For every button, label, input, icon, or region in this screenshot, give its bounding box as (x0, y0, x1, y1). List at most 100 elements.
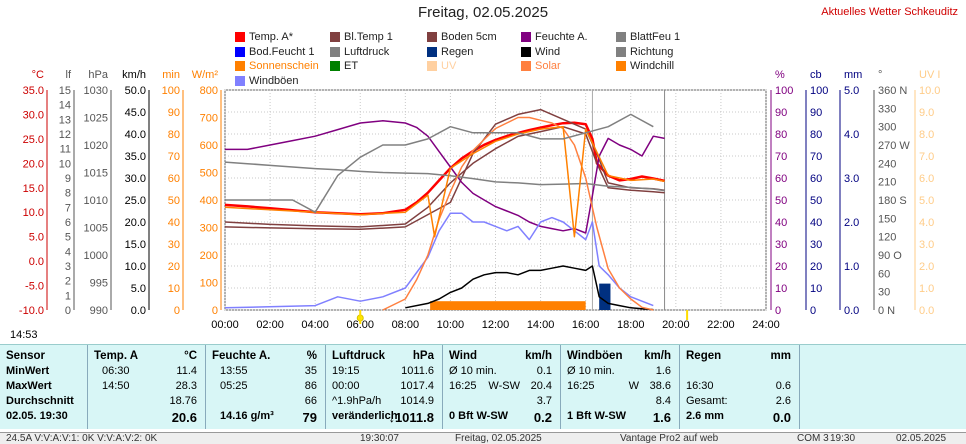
stats-cell-label: Ø 10 min. (567, 365, 615, 377)
legend-item: Regen (427, 46, 473, 58)
x-tick-label: 14:00 (527, 319, 555, 331)
legend-item: Luftdruck (330, 46, 389, 58)
stats-header: Wind (449, 350, 477, 362)
right-axis-tick: 20 (810, 261, 822, 273)
left-axis-tick: 60 (168, 173, 180, 185)
legend-swatch (330, 32, 340, 42)
stats-column: Regen mm 16:30 0.6 Gesamt: 2.6 2.6 mm 0.0 (680, 345, 800, 429)
stats-cell-value: 20.6 (171, 410, 197, 425)
legend-label: Solar (535, 60, 561, 72)
right-axis-unit: mm (844, 69, 862, 81)
status-field: 19:30:07 (360, 433, 399, 444)
right-axis-tick: 9.0 (919, 107, 934, 119)
series-line-2 (224, 108, 665, 231)
right-axis-tick: 70 (810, 151, 822, 163)
stats-header: Luftdruck (332, 350, 386, 362)
legend-item: BlattFeu 1 (616, 31, 680, 43)
status-field: 02.05.2025 (896, 433, 947, 444)
right-axis-tick: 30 (810, 239, 822, 251)
left-axis-tick: -5.0 (25, 281, 44, 293)
stats-cell-label: MinWert (6, 365, 50, 377)
right-axis-tick: 90 (810, 107, 822, 119)
stats-unit: hPa (412, 350, 434, 362)
left-axis-tick: 0.0 (131, 305, 146, 317)
stats-cell-value: 2.6 (775, 395, 791, 407)
right-axis-tick: 210 (878, 177, 896, 189)
stats-cell-label: Gesamt: (686, 395, 728, 407)
stats-cell-time: 00:00 (332, 380, 360, 392)
legend-item: Boden 5cm (427, 31, 497, 43)
left-axis-tick: 15 (59, 85, 71, 97)
legend-item: Bod.Feucht 1 (235, 46, 314, 58)
x-tick-label: 00:00 (211, 319, 239, 331)
left-axis-tick: 5 (65, 232, 71, 244)
left-axis-tick: 50.0 (125, 85, 146, 97)
right-axis-tick: 300 (878, 122, 896, 134)
stats-cell-value: 35 (304, 365, 317, 377)
left-axis-tick: 30 (168, 239, 180, 251)
left-axis-tick: 800 (200, 85, 218, 97)
left-axis-tick: 9 (65, 173, 71, 185)
right-axis-tick: 30 (775, 239, 787, 251)
status-field: Freitag, 02.05.2025 (455, 433, 542, 444)
stats-unit: °C (184, 350, 197, 362)
chart-title: Freitag, 02.05.2025 (417, 4, 549, 21)
left-axis-tick: 12 (59, 129, 71, 141)
right-axis-tick: 5.0 (919, 195, 934, 207)
stats-cell-value: 1.6 (655, 365, 671, 377)
stats-column: Feuchte A.% 13:55 35 05:25 86 66 14.16 g/m³ 79 (206, 345, 326, 429)
stats-header: Sensor (6, 350, 45, 362)
stats-unit: km/h (644, 350, 671, 362)
right-axis-tick: 3.0 (844, 173, 859, 185)
legend-label: ET (344, 60, 359, 72)
right-axis-tick: 0 N (878, 305, 895, 317)
stats-unit: mm (770, 350, 791, 362)
stats-cell-time: 05:25 (220, 380, 248, 392)
stats-column: Temp. A °C 06:30 11.4 14:50 28.3 18.76 20.6 (88, 345, 206, 429)
right-axis-tick: 80 (775, 129, 787, 141)
stats-cell-label: 16:25 (449, 380, 477, 392)
left-axis-tick: 200 (200, 250, 218, 262)
series-line-3 (225, 120, 665, 234)
right-axis-tick: 0 (775, 305, 781, 317)
left-axis-tick: 0.0 (29, 256, 44, 268)
status-field: Vantage Pro2 auf web (620, 433, 719, 444)
legend-label: UV (441, 60, 457, 72)
legend-swatch (235, 61, 245, 71)
legend-label: Windböen (249, 74, 299, 87)
x-tick-label: 18:00 (617, 319, 645, 331)
stats-cell-value: 11.4 (176, 365, 197, 377)
stats-cell-value: 28.3 (175, 380, 197, 392)
legend-item: ET (330, 60, 358, 72)
left-axis-tick: 30.0 (23, 109, 44, 121)
left-axis-tick: 15.0 (125, 239, 146, 251)
legend-label: Bod.Feucht 1 (249, 45, 315, 58)
left-axis-tick: 11 (60, 144, 71, 156)
right-axis-tick: 90 O (878, 250, 902, 262)
stats-cell-value: 79 (302, 410, 317, 425)
left-axis-tick: 5.0 (29, 232, 44, 244)
legend-label: Richtung (630, 45, 674, 58)
legend-label: Regen (441, 45, 474, 58)
right-axis-tick: 8.0 (919, 129, 934, 141)
left-axis-tick: 13 (59, 114, 71, 126)
right-axis-tick: 3.0 (919, 239, 934, 251)
left-axis-tick: 1010 (84, 195, 108, 207)
left-axis-tick: 80 (168, 129, 180, 141)
stats-unit: km/h (525, 350, 552, 362)
left-axis-unit: °C (32, 69, 44, 81)
left-axis-tick: 600 (200, 140, 218, 152)
stats-cell-label: 1 Bft W-SW (567, 410, 627, 422)
left-axis-tick: 25.0 (23, 134, 44, 146)
legend-item: Richtung (616, 46, 673, 58)
stats-cell-value: 1017.4 (400, 380, 434, 392)
right-axis-tick: 6.0 (919, 173, 934, 185)
legend-item: Temp. A* (235, 31, 293, 43)
stats-cell-value: 0.0 (772, 410, 791, 425)
left-axis-tick: 30.0 (125, 173, 146, 185)
stats-table: Sensor MinWert MaxWert Durchschnitt 02.05. 1… (0, 344, 966, 429)
station-link[interactable]: Aktuelles Wetter Schkeuditz (821, 6, 958, 18)
left-axis-tick: 5.0 (131, 283, 146, 295)
stats-cell-value: 1.6 (652, 410, 671, 425)
stats-unit: % (306, 350, 317, 362)
